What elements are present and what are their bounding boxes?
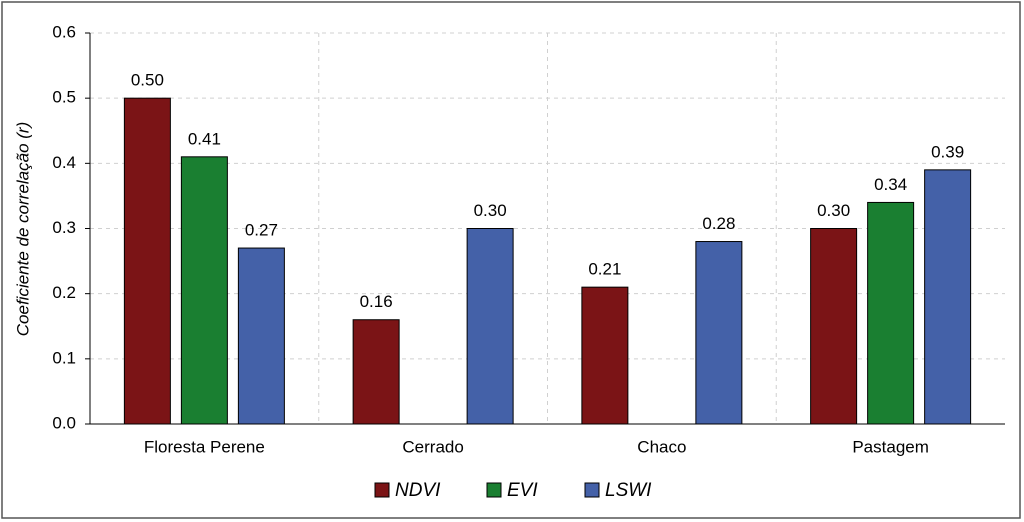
y-tick-label: 0.3 — [52, 218, 76, 237]
legend-label: LSWI — [605, 480, 652, 501]
data-label: 0.16 — [360, 292, 393, 311]
y-tick-label: 0.6 — [52, 22, 76, 41]
legend-label: NDVI — [395, 480, 441, 501]
bar — [123, 97, 171, 425]
data-label: 0.27 — [245, 221, 278, 240]
bar — [581, 286, 629, 425]
x-tick-label: Pastagem — [852, 437, 929, 456]
x-tick-label: Chaco — [637, 437, 686, 456]
x-tick-label: Cerrado — [402, 437, 463, 456]
y-tick-label: 0.1 — [52, 348, 76, 367]
data-label: 0.34 — [874, 175, 907, 194]
data-label: 0.30 — [817, 201, 850, 220]
data-label: 0.21 — [588, 260, 621, 279]
y-axis-label: Coeficiente de correlação (r) — [13, 122, 32, 336]
bar — [237, 247, 285, 425]
legend-swatch — [486, 482, 502, 498]
data-label: 0.41 — [188, 129, 221, 148]
data-label: 0.30 — [474, 201, 507, 220]
bar — [867, 201, 915, 425]
x-tick-label: Floresta Perene — [144, 437, 265, 456]
legend-swatch — [374, 482, 390, 498]
y-tick-label: 0.4 — [52, 153, 76, 172]
y-tick-label: 0.5 — [52, 88, 76, 107]
bar — [352, 319, 400, 425]
bar — [695, 241, 743, 425]
data-label: 0.50 — [131, 71, 164, 90]
y-tick-label: 0.2 — [52, 283, 76, 302]
bar — [466, 228, 514, 425]
y-tick-label: 0.0 — [52, 413, 76, 432]
bar — [180, 156, 228, 425]
legend-label: EVI — [507, 480, 538, 501]
data-label: 0.39 — [931, 142, 964, 161]
data-label: 0.28 — [702, 214, 735, 233]
legend-swatch — [584, 482, 600, 498]
bar — [924, 169, 972, 425]
bar — [810, 228, 858, 425]
